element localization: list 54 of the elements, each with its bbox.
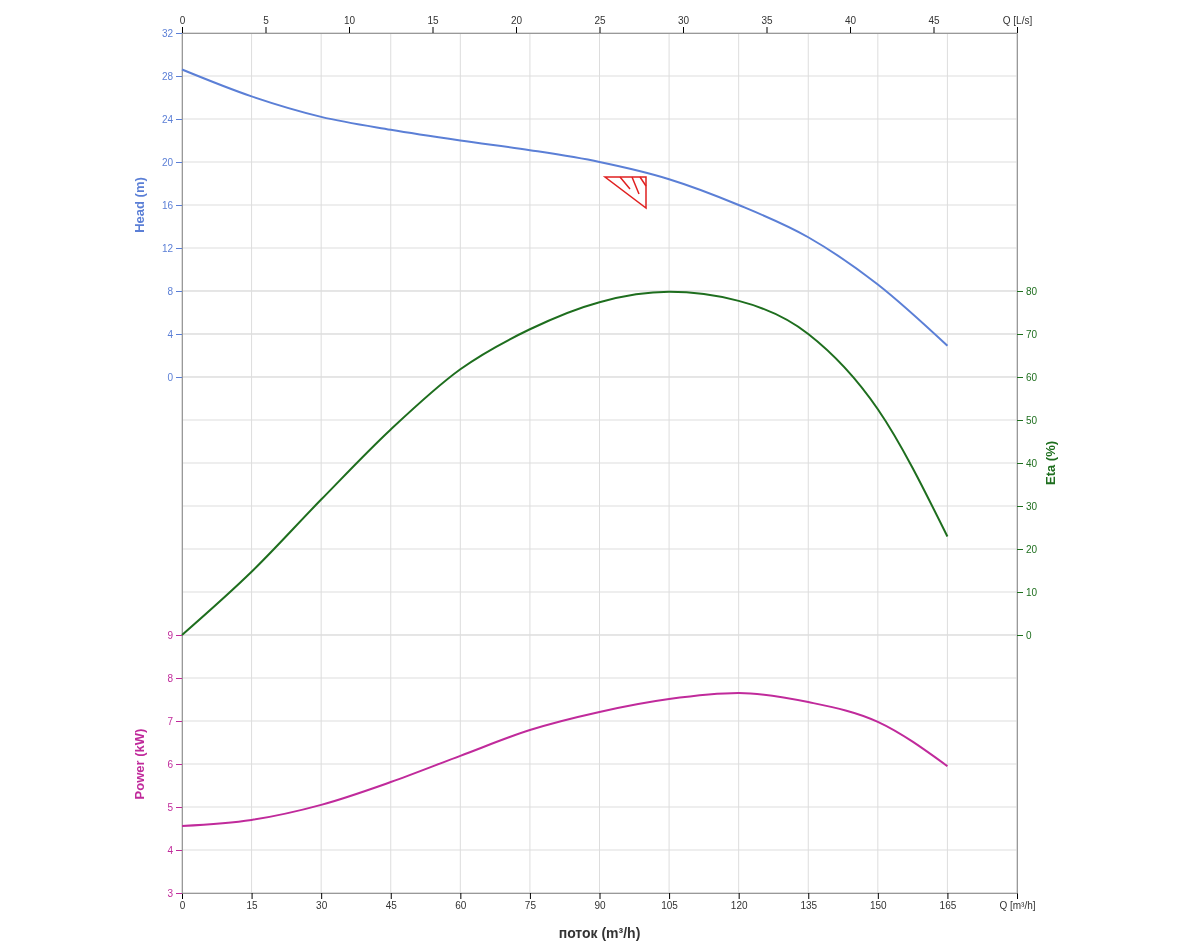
x-tick-label: 105 (661, 900, 679, 912)
y-tick-label: 24 (161, 113, 174, 125)
y3-tick-label: 7 (167, 715, 174, 727)
x2-tick-label: 5 (263, 15, 270, 26)
y2-tick-label: 30 (1026, 500, 1038, 512)
x2-tick-label: 35 (761, 15, 773, 26)
x2-tick-label: 45 (928, 15, 940, 26)
y2-tick-label: 80 (1026, 285, 1038, 297)
line-series (181, 68, 949, 347)
x-tick-label: 15 (246, 900, 259, 912)
y3-tick-label: 6 (167, 758, 174, 770)
y2-axis-title: Eta (%) (1043, 440, 1058, 486)
y2-tick-label: 60 (1026, 371, 1038, 383)
x-axis-title: поток (m³/h) (558, 925, 641, 941)
x2-tick-label: 15 (427, 15, 439, 26)
x2-tick-label: 10 (343, 15, 356, 26)
x2-tick-label: 30 (677, 15, 690, 26)
y3-axis-title: Power (kW) (132, 728, 147, 800)
x-tick-label: 0 (179, 900, 186, 912)
x-tick-label: Q [m³/h] (999, 900, 1036, 912)
line-series (181, 692, 949, 827)
x2-tick-label: 25 (594, 15, 606, 26)
y-tick-label: 0 (167, 371, 174, 383)
y-tick-label: 32 (161, 27, 174, 39)
y-tick-label: 12 (161, 242, 174, 254)
x-tick-label: 135 (800, 900, 818, 912)
x2-tick-label: Q [L/s] (1002, 15, 1033, 26)
y2-tick-label: 70 (1026, 328, 1038, 340)
x2-tick-label: 40 (844, 15, 857, 26)
y3-tick-label: 3 (167, 887, 174, 899)
x-tick-label: 150 (869, 900, 888, 912)
x-tick-label: 30 (316, 900, 328, 912)
x-tick-label: 90 (594, 900, 606, 912)
x-tick-label: 45 (385, 900, 398, 912)
x-tick-label: 165 (939, 900, 957, 912)
x2-tick-label: 20 (510, 15, 523, 26)
x-tick-label: 60 (455, 900, 467, 912)
y3-tick-label: 5 (167, 801, 174, 813)
y2-tick-label: 40 (1026, 457, 1038, 469)
y3-tick-label: 9 (167, 629, 174, 641)
x2-tick-label: 0 (179, 15, 186, 26)
y-tick-label: 16 (161, 199, 174, 211)
y-tick-label: 8 (167, 285, 174, 297)
y-axis-title: Head (m) (132, 177, 147, 233)
y-tick-label: 20 (161, 156, 174, 168)
x-tick-label: 75 (524, 900, 537, 912)
y2-tick-label: 0 (1026, 629, 1032, 641)
y2-tick-label: 20 (1026, 543, 1038, 555)
y-tick-label: 4 (167, 328, 174, 340)
x-tick-label: 120 (730, 900, 748, 912)
y-tick-label: 28 (161, 70, 174, 82)
y2-tick-label: 50 (1026, 414, 1038, 426)
line-series (181, 290, 949, 636)
y2-tick-label: 10 (1026, 586, 1038, 598)
